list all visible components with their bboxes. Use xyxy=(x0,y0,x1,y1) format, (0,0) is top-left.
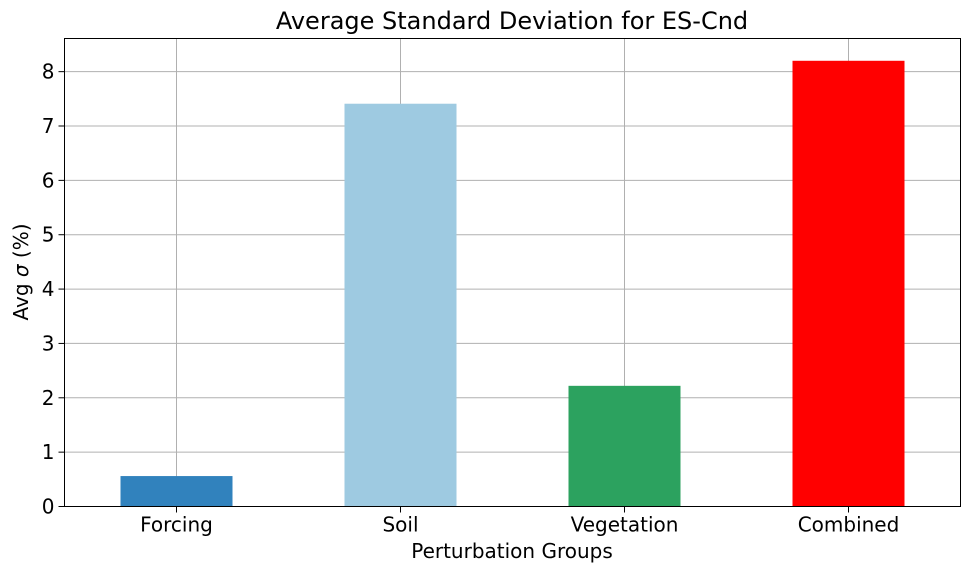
y-tick-label: 7 xyxy=(42,114,55,138)
y-tick-label: 4 xyxy=(42,277,55,301)
x-tick-label: Combined xyxy=(798,513,900,537)
x-ticks: Forcing Soil Vegetation Combined xyxy=(140,506,900,537)
x-tick-label: Forcing xyxy=(140,513,213,537)
bar-vegetation xyxy=(568,385,681,507)
y-ticks: 0 1 2 3 4 5 6 7 8 xyxy=(42,60,65,519)
y-axis-label: Avg σ (%) xyxy=(9,223,33,320)
plot-frame xyxy=(64,38,961,507)
bar-combined xyxy=(792,60,905,507)
chart-title: Average Standard Deviation for ES-Cnd xyxy=(276,7,748,35)
y-tick-label: 2 xyxy=(42,386,55,410)
bar-forcing xyxy=(120,476,233,507)
y-tick-label: 6 xyxy=(42,168,55,192)
x-tick-label: Soil xyxy=(382,513,418,537)
y-tick-label: 1 xyxy=(42,440,55,464)
y-axis-label-symbol: σ xyxy=(9,263,33,277)
x-tick-label: Vegetation xyxy=(571,513,679,537)
y-axis-label-prefix: Avg xyxy=(9,277,33,320)
y-axis-label-suffix: (%) xyxy=(9,223,33,264)
x-axis-label: Perturbation Groups xyxy=(411,539,613,563)
y-tick-label: 5 xyxy=(42,223,55,247)
y-tick-label: 0 xyxy=(42,495,55,519)
bars xyxy=(120,60,905,507)
y-tick-label: 3 xyxy=(42,331,55,355)
bar-soil xyxy=(344,103,457,507)
y-tick-label: 8 xyxy=(42,60,55,84)
